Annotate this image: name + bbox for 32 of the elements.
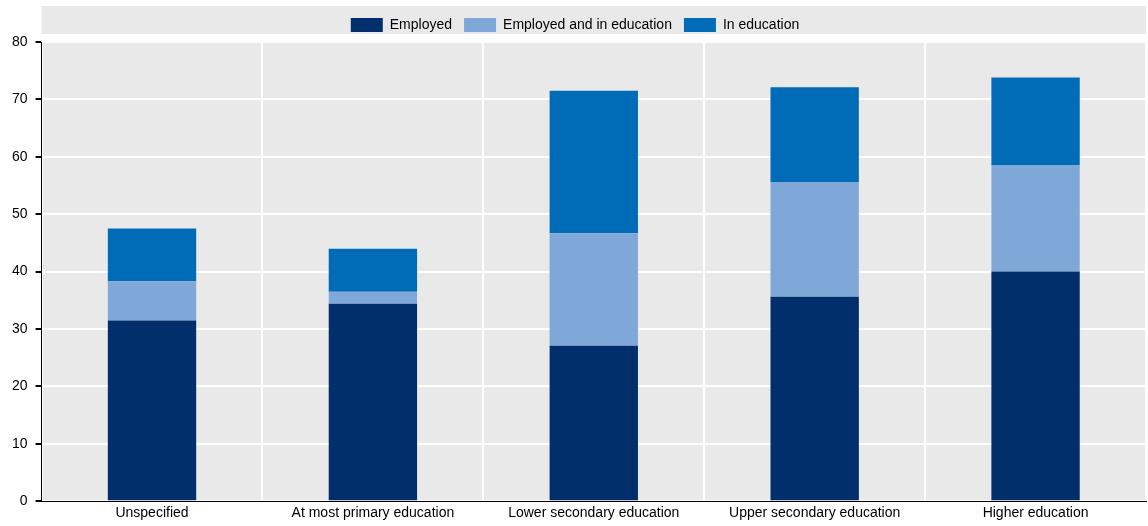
bar [770, 296, 859, 501]
bar [549, 90, 638, 234]
y-tick-label: 20 [11, 377, 28, 394]
legend-label: Employed and in education [503, 15, 672, 32]
bar [549, 233, 638, 346]
bar [549, 345, 638, 501]
legend-label: Employed [389, 15, 453, 32]
y-tick-label: 50 [11, 205, 28, 222]
y-tick-label: 70 [11, 90, 28, 107]
y-tick-label: 0 [19, 492, 28, 509]
bar [991, 165, 1080, 272]
x-tick-label: Lower secondary education [508, 504, 680, 521]
x-tick-label: Higher education [982, 504, 1089, 521]
x-tick-label: Upper secondary education [729, 504, 901, 521]
legend-label: In education [722, 15, 800, 32]
y-tick-label: 80 [11, 32, 28, 49]
y-tick-label: 30 [11, 319, 28, 336]
bar [328, 291, 418, 304]
bar [107, 281, 197, 321]
bar [991, 77, 1080, 166]
y-tick-label: 40 [11, 262, 28, 279]
bar [328, 248, 418, 292]
y-tick-label: 60 [11, 147, 28, 164]
bar [991, 271, 1080, 501]
bar [107, 320, 197, 501]
bar [770, 182, 859, 297]
bar [328, 303, 418, 501]
x-tick-label: Unspecified [115, 504, 189, 521]
y-tick-label: 10 [11, 434, 28, 451]
bar [770, 87, 859, 183]
x-tick-label: At most primary education [291, 504, 455, 521]
bar [107, 228, 197, 282]
